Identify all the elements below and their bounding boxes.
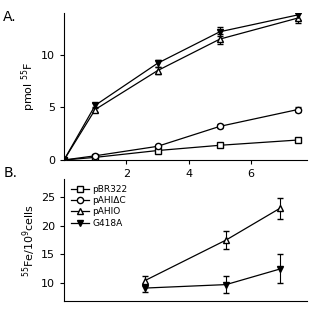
- X-axis label: time (minutes): time (minutes): [139, 183, 232, 196]
- Legend: pBR322, pAHIΔC, pAHIO, G418A: pBR322, pAHIΔC, pAHIO, G418A: [71, 185, 128, 228]
- Y-axis label: $^{55}$Fe/10$^{9}$cells: $^{55}$Fe/10$^{9}$cells: [20, 204, 38, 276]
- Text: A.: A.: [3, 10, 17, 24]
- Text: B.: B.: [3, 166, 17, 180]
- Y-axis label: pmol $^{55}$F: pmol $^{55}$F: [20, 62, 38, 111]
